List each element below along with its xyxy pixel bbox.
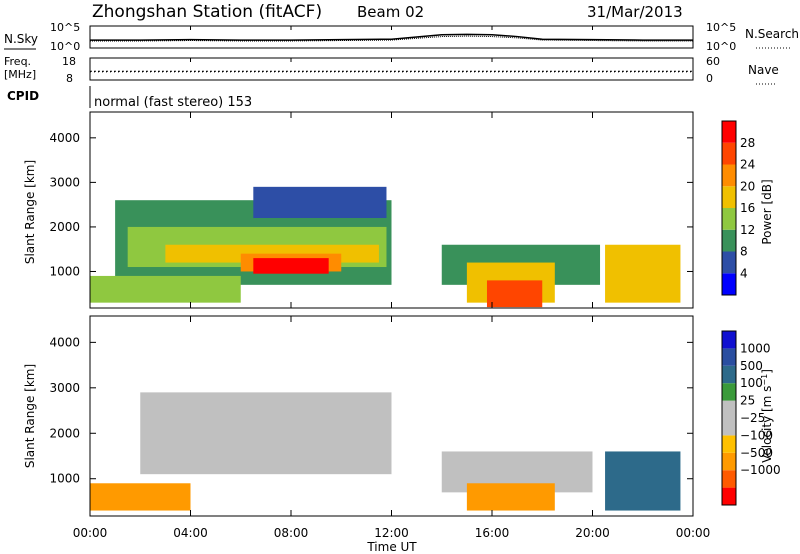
velocity-colorbar: 1000 500 100 25 −25 −100 −500 −1000 <box>721 330 781 506</box>
noise-panel: N.Sky 10^5 10^0 10^5 10^0 N.Search <box>4 21 799 53</box>
power-region-4 <box>253 258 329 274</box>
power-region-6 <box>90 275 241 303</box>
power-colorbar-tick: 4 <box>740 266 748 280</box>
freq-label-2: [MHz] <box>4 68 36 81</box>
velocity-region-1 <box>90 483 191 511</box>
nave-label: Nave <box>748 63 779 77</box>
noise-right-label: N.Search <box>745 27 799 41</box>
freq-label-1: Freq. <box>4 55 31 68</box>
noise-right-tick-high: 10^5 <box>706 21 736 34</box>
velocity-colorbar-tick: −25 <box>740 411 765 425</box>
time-tick-label: 00:00 <box>73 526 108 540</box>
range-tick-label: 4000 <box>49 131 80 145</box>
power-colorbar-tick: 28 <box>740 136 755 150</box>
power-heatmap <box>90 186 681 308</box>
noise-sky-line <box>90 33 693 41</box>
velocity-colorbar-swatch <box>722 383 736 401</box>
power-colorbar-swatch <box>722 273 736 295</box>
time-tick-label: 00:00 <box>676 526 711 540</box>
power-colorbar-label: Power [dB] <box>760 179 774 244</box>
station-title: Zhongshan Station (fitACF) <box>92 2 322 22</box>
power-colorbar-tick: 24 <box>740 158 755 172</box>
velocity-region-0 <box>140 392 392 475</box>
power-colorbar-swatch <box>722 142 736 165</box>
range-tick-label: 1000 <box>49 472 80 486</box>
time-tick-label: 16:00 <box>475 526 510 540</box>
range-tick-label: 4000 <box>49 335 80 349</box>
range-tick-label: 2000 <box>49 220 80 234</box>
velocity-colorbar-swatch <box>722 435 736 453</box>
time-tick-label: 12:00 <box>374 526 409 540</box>
velocity-colorbar-tick: −100 <box>740 428 773 442</box>
power-colorbar-swatch <box>722 208 736 230</box>
cpid-text: normal (fast stereo) 153 <box>94 95 252 110</box>
time-tick-label: 04:00 <box>173 526 208 540</box>
noise-right-tick-low: 10^0 <box>706 40 736 53</box>
noise-left-label: N.Sky <box>4 32 38 46</box>
velocity-region-4 <box>605 451 681 511</box>
velocity-colorbar-tick: 25 <box>740 394 755 408</box>
velocity-region-3 <box>466 483 555 511</box>
power-colorbar-swatch <box>722 229 736 252</box>
velocity-heatmap <box>90 392 681 511</box>
time-axis: 00:00 04:00 08:00 12:00 16:00 20:00 00:00 <box>73 26 711 540</box>
power-colorbar: 4 8 12 16 20 24 28 <box>721 120 755 296</box>
velocity-colorbar-label: Velocity [m s−1] <box>760 369 775 463</box>
time-tick-label: 20:00 <box>575 526 610 540</box>
velocity-ylabel: Slant Range [km] <box>23 364 37 468</box>
velocity-colorbar-swatch <box>722 331 736 349</box>
cpid-panel: CPID normal (fast stereo) 153 <box>7 86 252 110</box>
noise-left-tick-high: 10^5 <box>50 21 80 34</box>
freq-right-tick-low: 0 <box>706 72 713 85</box>
freq-left-tick-low: 8 <box>66 72 73 85</box>
beam-label: Beam 02 <box>357 3 424 21</box>
velocity-colorbar-tick: 1000 <box>740 341 771 355</box>
power-panel: 1000 2000 3000 4000 Slant Range [km] <box>23 111 694 309</box>
power-colorbar-swatch <box>722 251 736 274</box>
date-label: 31/Mar/2013 <box>587 3 683 21</box>
velocity-colorbar-tick: −500 <box>740 446 773 460</box>
range-tick-label: 3000 <box>49 381 80 395</box>
power-region-5 <box>253 186 387 219</box>
power-colorbar-swatch <box>722 164 736 187</box>
velocity-colorbar-swatch <box>722 452 736 471</box>
power-region-9 <box>486 280 543 308</box>
time-axis-label: Time UT <box>366 540 417 554</box>
noise-left-tick-low: 10^0 <box>50 40 80 53</box>
power-colorbar-swatch <box>722 186 736 208</box>
range-tick-label: 2000 <box>49 426 80 440</box>
freq-right-tick-high: 60 <box>706 55 720 68</box>
power-ylabel: Slant Range [km] <box>23 160 37 264</box>
velocity-colorbar-swatch <box>722 348 736 366</box>
velocity-colorbar-tick: 100 <box>740 376 763 390</box>
velocity-panel: 1000 2000 3000 4000 Slant Range [km] <box>23 315 694 517</box>
power-colorbar-tick: 20 <box>740 179 755 193</box>
velocity-colorbar-tick: −1000 <box>740 463 781 477</box>
range-tick-label: 3000 <box>49 175 80 189</box>
power-region-10 <box>605 244 681 303</box>
velocity-colorbar-swatch <box>722 365 736 384</box>
range-tick-label: 1000 <box>49 264 80 278</box>
velocity-colorbar-swatch <box>722 470 736 488</box>
power-colorbar-tick: 12 <box>740 223 755 237</box>
cpid-label: CPID <box>7 89 39 103</box>
power-colorbar-tick: 8 <box>740 245 748 259</box>
velocity-colorbar-swatch <box>722 400 736 418</box>
power-colorbar-swatch <box>722 121 736 143</box>
time-tick-label: 08:00 <box>274 526 309 540</box>
velocity-colorbar-tick: 500 <box>740 359 763 373</box>
freq-left-tick-high: 18 <box>62 55 76 68</box>
velocity-colorbar-swatch <box>722 418 736 436</box>
power-colorbar-tick: 16 <box>740 201 755 215</box>
velocity-colorbar-swatch <box>722 487 736 505</box>
